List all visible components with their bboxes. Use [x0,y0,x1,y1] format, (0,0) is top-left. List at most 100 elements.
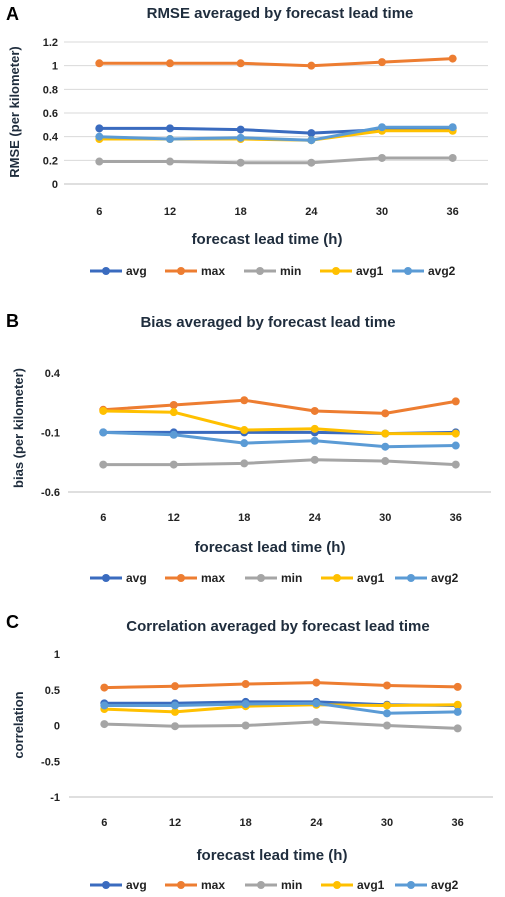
legend-label-max: max [201,264,225,278]
data-point-max [241,680,250,689]
data-point-max [169,401,178,410]
x-tick-label: 6 [96,206,102,218]
panel-a-xlabel: forecast lead time (h) [192,231,343,248]
x-tick-label: 24 [309,512,322,524]
series-line-avg2 [104,701,458,715]
legend-label-avg2: avg2 [431,571,459,585]
data-point-min [383,721,391,730]
x-tick-label: 6 [101,817,107,829]
legend-label-avg2: avg2 [431,878,459,892]
y-tick-label: 0.6 [43,108,58,120]
data-point-min [95,157,104,166]
data-point-avg2 [312,699,321,708]
panel-a-letter: A [6,4,19,24]
data-point-max [381,409,390,418]
x-tick-label: 30 [379,512,391,524]
legend-marker-min [257,881,265,889]
series-line-max [99,57,453,68]
panel-c-letter: C [6,612,19,632]
y-tick-label: -1 [50,792,60,804]
data-point-avg2 [381,442,390,451]
panel-c-xlabel: forecast lead time (h) [197,847,348,864]
legend-marker-avg [102,881,110,889]
data-point-max [95,59,104,68]
panel-a-plot: 0 0.2 0.4 0.6 0.8 1 1.2 6 12 18 24 30 36 [43,37,488,218]
data-point-max [307,61,316,70]
panel-a-legend: avg max min avg1 avg2 [90,264,456,278]
series-line-min [103,458,456,467]
data-point-min [171,722,179,731]
legend-label-avg: avg [126,571,147,585]
panel-c-legend: avg max min avg1 avg2 [90,878,459,892]
data-point-min [451,460,460,469]
y-tick-label: -0.1 [41,427,60,439]
panel-a-title: RMSE averaged by forecast lead time [147,5,414,22]
y-tick-label: 1 [54,649,60,661]
data-point-max [310,406,319,415]
data-point-max [236,59,245,68]
legend-marker-avg [102,267,110,275]
data-point-max [312,678,321,687]
data-point-max [171,682,179,691]
data-point-avg1 [240,426,249,435]
legend-label-avg1: avg1 [357,878,385,892]
data-point-max [448,54,457,63]
data-point-avg [236,125,245,134]
panel-b-legend: avg max min avg1 avg2 [90,571,459,585]
data-point-max [100,683,109,692]
panel-c: C Correlation averaged by forecast lead … [6,612,493,892]
series-line-max [103,398,457,415]
data-point-avg2 [378,123,386,132]
x-tick-label: 18 [240,817,252,829]
y-tick-label: 0.8 [43,84,58,96]
data-point-min [312,717,321,726]
legend-label-min: min [281,571,302,585]
series-line-min [99,156,453,165]
legend-label-avg: avg [126,878,147,892]
legend-marker-avg1 [333,574,341,582]
data-point-avg [166,124,174,133]
data-point-avg2 [171,701,179,710]
data-point-avg2 [240,439,249,448]
x-tick-label: 24 [305,206,318,218]
y-tick-label: 0.4 [43,132,59,144]
data-point-avg1 [451,429,460,438]
legend-label-max: max [201,571,225,585]
data-point-avg1 [99,406,108,415]
data-point-avg2 [241,700,250,709]
data-point-min [307,158,316,167]
x-tick-label: 36 [450,512,462,524]
data-point-max [166,59,174,68]
y-tick-label: 0 [52,179,58,191]
legend-marker-avg1 [333,881,341,889]
legend-marker-max [177,574,185,582]
series-line-avg2 [99,125,453,142]
x-tick-label: 12 [169,817,181,829]
data-point-avg1 [169,408,178,417]
legend-marker-avg2 [407,574,415,582]
legend-label-avg1: avg1 [357,571,385,585]
data-point-min [169,460,178,469]
panel-c-title: Correlation averaged by forecast lead ti… [126,618,429,635]
data-point-avg2 [169,430,178,439]
x-tick-label: 12 [168,512,180,524]
legend-marker-max [177,267,185,275]
data-point-min [166,157,174,166]
data-point-avg1 [171,707,179,716]
y-tick-label: -0.5 [41,756,60,768]
data-point-max [453,682,462,691]
legend-label-min: min [281,878,302,892]
legend-label-max: max [201,878,225,892]
data-point-min [378,153,386,162]
data-point-avg2 [383,709,391,718]
data-point-min [99,460,108,469]
data-point-min [453,724,462,733]
data-point-min [241,721,250,730]
x-tick-label: 12 [164,206,176,218]
panel-b-plot: -0.6 -0.1 0.4 6 12 18 24 30 36 [41,368,491,524]
data-point-avg2 [166,135,174,144]
data-point-max [383,681,391,690]
legend-label-avg1: avg1 [356,264,384,278]
series-line-avg1 [104,703,458,714]
legend-marker-min [256,267,264,275]
